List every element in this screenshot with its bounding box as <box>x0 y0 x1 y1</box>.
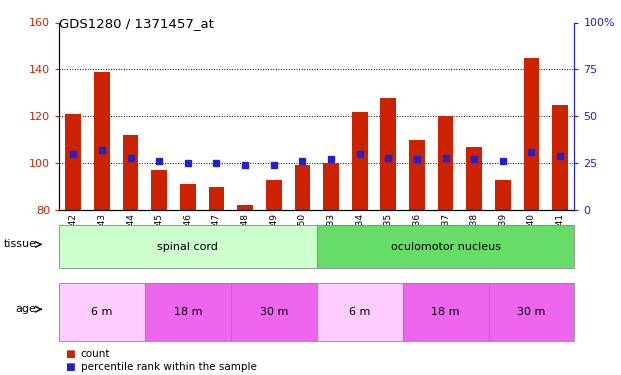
Bar <box>209 187 224 210</box>
Text: GDS1280 / 1371457_at: GDS1280 / 1371457_at <box>59 17 214 30</box>
Bar <box>152 170 167 210</box>
Text: 18 m: 18 m <box>174 307 202 317</box>
Bar <box>294 165 310 210</box>
Text: age: age <box>16 304 37 314</box>
Text: percentile rank within the sample: percentile rank within the sample <box>81 362 256 372</box>
Text: ■: ■ <box>65 350 75 359</box>
Bar <box>323 163 339 210</box>
Bar <box>65 114 81 210</box>
Bar <box>524 58 540 210</box>
Text: oculomotor nucleus: oculomotor nucleus <box>391 242 501 252</box>
Text: 30 m: 30 m <box>260 307 288 317</box>
Bar <box>495 180 510 210</box>
Text: count: count <box>81 350 111 359</box>
Text: 6 m: 6 m <box>349 307 370 317</box>
Text: 18 m: 18 m <box>432 307 460 317</box>
Bar <box>381 98 396 210</box>
Bar <box>351 112 368 210</box>
Bar <box>94 72 110 210</box>
Bar <box>466 147 482 210</box>
Bar <box>409 140 425 210</box>
Text: tissue: tissue <box>4 239 37 249</box>
Bar <box>123 135 138 210</box>
Bar <box>552 105 568 210</box>
Bar <box>180 184 196 210</box>
Text: spinal cord: spinal cord <box>157 242 219 252</box>
Text: ■: ■ <box>65 362 75 372</box>
Bar <box>237 206 253 210</box>
Bar <box>438 116 453 210</box>
Text: 6 m: 6 m <box>91 307 112 317</box>
Bar <box>266 180 282 210</box>
Text: 30 m: 30 m <box>517 307 546 317</box>
